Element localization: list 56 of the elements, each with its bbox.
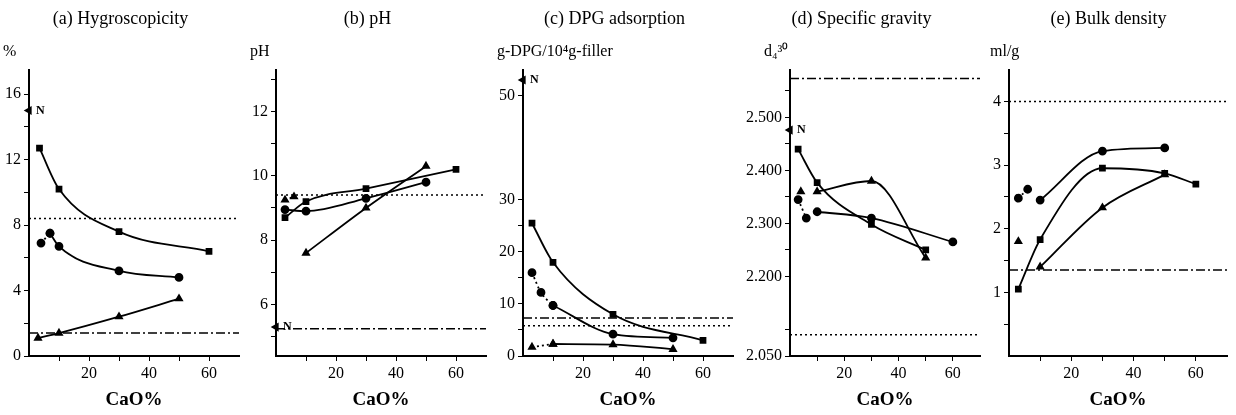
series-label: N — [36, 102, 45, 117]
legend-label: N — [797, 122, 806, 137]
x-tick-label: 20 — [836, 363, 853, 381]
x-tick-label: 40 — [635, 363, 651, 381]
y-tick-label: 10 — [499, 294, 515, 312]
x-tick-label: 40 — [1125, 363, 1142, 381]
chart-title: (e) Bulk density — [1050, 7, 1167, 29]
x-axis-title: CaO% — [352, 387, 410, 409]
y-tick-label: 2.400 — [746, 160, 782, 178]
y-tick-label: 1 — [993, 282, 1001, 300]
y-axis-title: ml/g — [990, 41, 1020, 60]
chart-title: (d) Specific gravity — [791, 7, 932, 29]
y-axis-title: pH — [250, 41, 270, 60]
x-tick-label: 40 — [141, 363, 157, 381]
chart-title: (a) Hygroscopicity — [52, 7, 189, 29]
y-tick-label: 30 — [499, 189, 515, 207]
y-tick-label: 12 — [252, 101, 268, 119]
x-axis-title: CaO% — [105, 387, 163, 409]
y-tick-label: 3 — [993, 155, 1001, 173]
y-axis-title: d₄³⁰ — [764, 41, 789, 59]
x-tick-label: 60 — [201, 363, 217, 381]
y-tick-label: 4 — [13, 280, 21, 298]
chart-title: (b) pH — [343, 7, 392, 29]
chart-title: (c) DPG adsorption — [544, 7, 685, 29]
x-tick-label: 20 — [81, 363, 97, 381]
y-tick-label: 6 — [260, 294, 268, 312]
x-tick-label: 60 — [944, 363, 961, 381]
x-tick-label: 60 — [695, 363, 711, 381]
series-label: N — [530, 72, 539, 87]
x-axis-title: CaO% — [599, 387, 657, 409]
x-tick-label: 60 — [1187, 363, 1204, 381]
y-axis-title: g-DPG/10⁴g-filler — [497, 41, 614, 60]
y-tick-label: 20 — [499, 242, 515, 260]
x-tick-label: 20 — [328, 363, 344, 381]
y-tick-label: 2.200 — [746, 266, 782, 284]
y-axis-title: % — [3, 41, 17, 59]
x-axis-title: CaO% — [1089, 387, 1147, 409]
y-tick-label: 4 — [993, 91, 1001, 109]
y-tick-label: 2.050 — [746, 346, 782, 364]
x-tick-label: 40 — [388, 363, 404, 381]
x-tick-label: 20 — [575, 363, 591, 381]
y-tick-label: 2 — [993, 218, 1001, 236]
y-tick-label: 0 — [507, 346, 515, 364]
x-tick-label: 60 — [448, 363, 464, 381]
x-tick-label: 20 — [1063, 363, 1080, 381]
y-tick-label: 2.300 — [746, 213, 782, 231]
y-tick-label: 2.500 — [746, 107, 782, 125]
y-tick-label: 10 — [252, 166, 268, 183]
y-tick-label: 12 — [5, 149, 21, 167]
x-tick-label: 40 — [890, 363, 907, 381]
y-tick-label: 50 — [499, 85, 515, 103]
x-axis-title: CaO% — [856, 387, 914, 409]
y-tick-label: 0 — [13, 346, 21, 364]
y-tick-label: 16 — [5, 84, 21, 102]
y-tick-label: 8 — [13, 215, 21, 233]
y-tick-label: 8 — [260, 230, 268, 248]
